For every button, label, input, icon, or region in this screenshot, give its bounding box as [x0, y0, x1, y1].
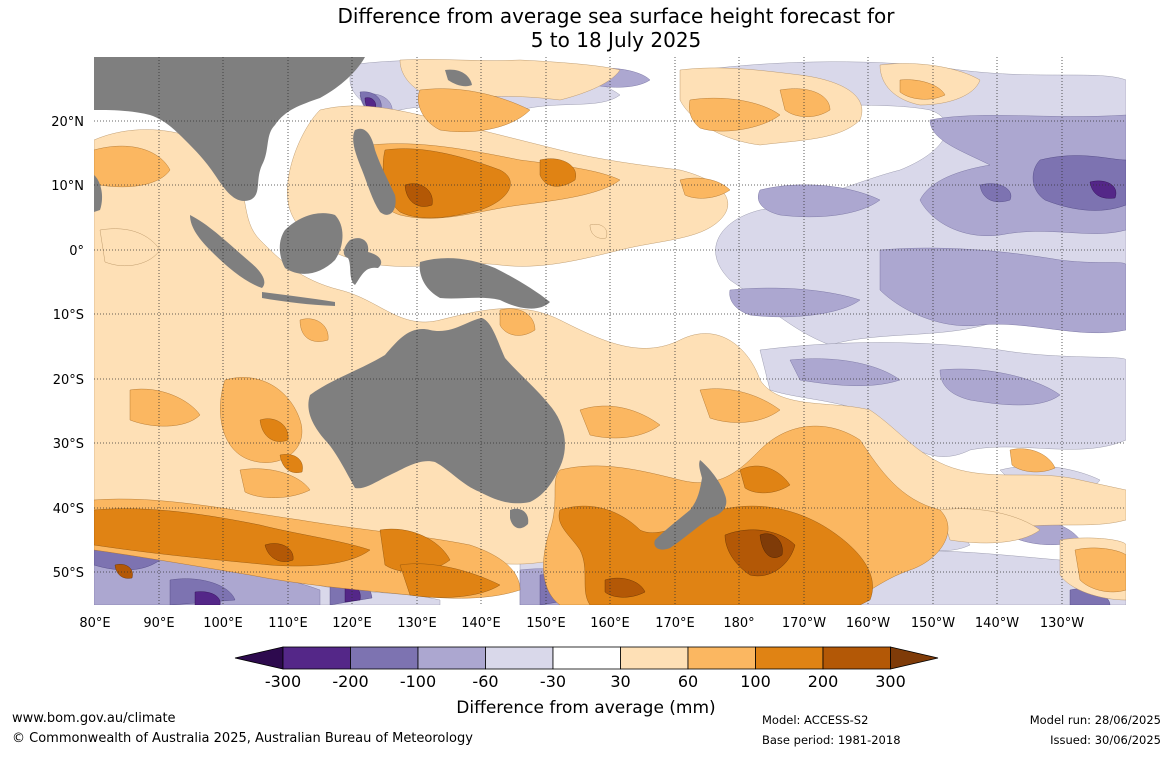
colorbar [234, 646, 939, 670]
colorbar-title: Difference from average (mm) [456, 698, 715, 718]
model-run-date: Model run: 28/06/2025 [1029, 713, 1161, 727]
colorbar-segment [552, 646, 621, 670]
colorbar-extend-low [234, 646, 284, 670]
lat-label-40s: 40°S [53, 502, 84, 517]
borneo [279, 213, 343, 274]
colorbar-tick: -60 [472, 672, 498, 691]
lat-label-30s: 30°S [53, 437, 84, 452]
colorbar-extend-high [890, 646, 939, 670]
colorbar-segment [350, 646, 419, 670]
title-line-1: Difference from average sea surface heig… [337, 4, 895, 28]
colorbar-tick: -300 [265, 672, 301, 691]
lon-label-160w: 160°W [846, 616, 890, 631]
land-masses [94, 57, 727, 550]
website-link[interactable]: www.bom.gov.au/climate [12, 711, 176, 726]
japan [445, 69, 472, 87]
new-guinea [419, 258, 550, 309]
tasmania [510, 508, 529, 529]
colorbar-tick: 60 [678, 672, 698, 691]
title-line-2: 5 to 18 July 2025 [530, 28, 702, 52]
base-period: Base period: 1981-2018 [762, 733, 901, 747]
lon-label-140e: 140°E [461, 616, 501, 631]
lon-label-140w: 140°W [975, 616, 1019, 631]
lon-label-150w: 150°W [911, 616, 955, 631]
latitude-labels: 20°N 10°N 0° 10°S 20°S 30°S 40°S 50°S [51, 115, 84, 581]
asia-mainland [94, 57, 365, 201]
map-title: Difference from average sea surface heig… [0, 4, 1173, 52]
lon-label-120e: 120°E [332, 616, 372, 631]
sumatra [190, 215, 265, 288]
lon-label-100e: 100°E [203, 616, 243, 631]
colorbar-tick: 30 [610, 672, 630, 691]
lon-label-90e: 90°E [143, 616, 174, 631]
longitude-labels: 80°E 90°E 100°E 110°E 120°E 130°E 140°E … [79, 616, 1084, 631]
lat-label-20n: 20°N [51, 115, 84, 130]
lat-label-50s: 50°S [53, 566, 84, 581]
lon-label-130w: 130°W [1040, 616, 1084, 631]
copyright-text: © Commonwealth of Australia 2025, Austra… [12, 731, 473, 746]
issued-date: Issued: 30/06/2025 [1050, 733, 1161, 747]
lat-label-0: 0° [69, 244, 84, 259]
new-zealand [654, 460, 727, 550]
colorbar-tick: -100 [400, 672, 436, 691]
model-name: Model: ACCESS-S2 [762, 713, 869, 727]
australia [308, 318, 565, 504]
philippines [353, 128, 396, 215]
lon-label-160e: 160°E [590, 616, 630, 631]
colorbar-segment [282, 646, 351, 670]
colorbar-tick: 200 [808, 672, 839, 691]
lon-label-170e: 170°E [655, 616, 695, 631]
lon-label-170w: 170°W [782, 616, 826, 631]
graticule [94, 57, 1126, 605]
colorbar-segment [417, 646, 486, 670]
colorbar-segment [687, 646, 756, 670]
lon-label-180: 180° [723, 616, 754, 631]
lon-label-80e: 80°E [79, 616, 110, 631]
colorbar-tick: -30 [540, 672, 566, 691]
lat-label-10s: 10°S [53, 308, 84, 323]
lon-label-110e: 110°E [268, 616, 308, 631]
lat-label-10n: 10°N [51, 179, 84, 194]
india-tip [94, 175, 103, 212]
colorbar-segment [620, 646, 689, 670]
colorbar-segment [485, 646, 554, 670]
colorbar-tick: 100 [740, 672, 771, 691]
lon-label-150e: 150°E [526, 616, 566, 631]
lon-label-130e: 130°E [397, 616, 437, 631]
colorbar-tick-labels: -300 -200 -100 -60 -30 30 60 100 200 300 [265, 672, 906, 691]
colorbar-tick: -200 [332, 672, 368, 691]
lat-label-20s: 20°S [53, 373, 84, 388]
colorbar-tick: 300 [875, 672, 906, 691]
java [262, 292, 335, 306]
colorbar-segment [755, 646, 824, 670]
sulawesi [343, 238, 382, 285]
colorbar-segment [822, 646, 891, 670]
